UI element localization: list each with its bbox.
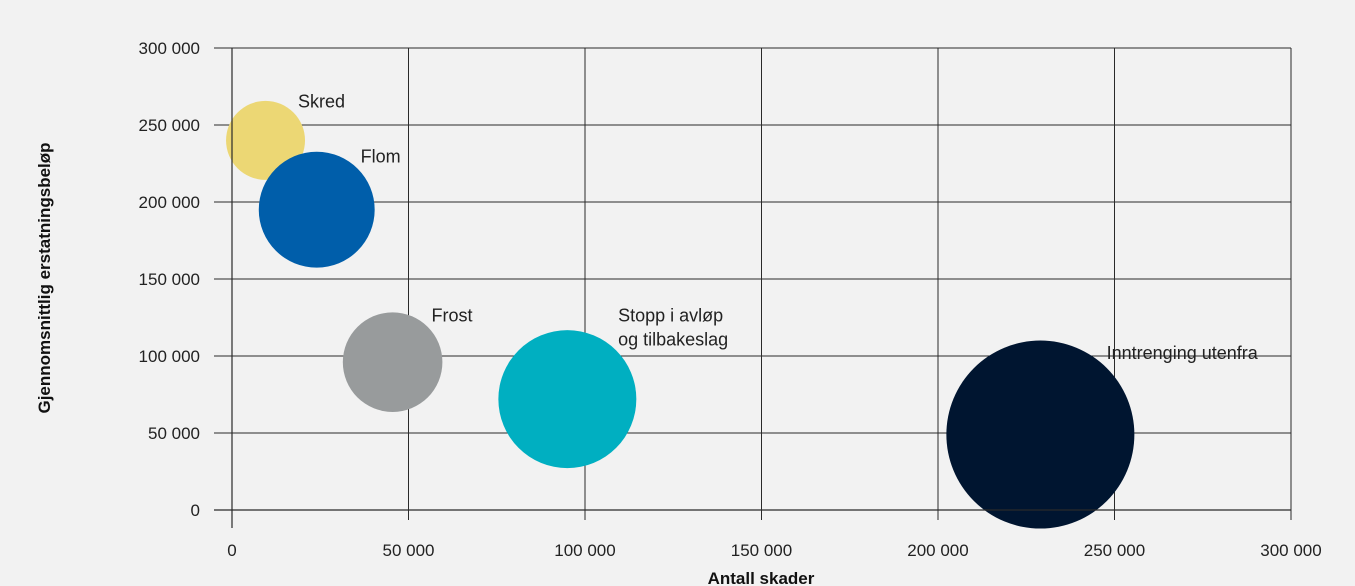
y-tick-label: 250 000 [139,116,200,135]
x-tick-label: 200 000 [907,541,968,560]
x-tick-label: 50 000 [383,541,435,560]
axes [214,48,1291,528]
bubble [258,151,375,268]
bubble-label: Stopp i avløp og tilbakeslag [618,305,728,349]
bubble [342,312,443,412]
bubble [226,100,306,180]
bubble-label: Skred [298,92,345,112]
y-tick-labels: 0 50 000 100 000 150 000 200 000 250 000 300 0… [139,39,200,520]
x-tick-label: 300 000 [1260,541,1321,560]
bubble-label: Frost [431,305,472,325]
y-axis-title: Gjennomsnittlig erstatningsbeløp [35,142,54,413]
y-tick-label: 300 000 [139,39,200,58]
bubble-label: Inntrenging utenfra [1107,343,1259,363]
bubble [498,330,637,469]
x-tick-label: 250 000 [1084,541,1145,560]
x-tick-label: 150 000 [731,541,792,560]
bubble-labels: Skred Flom Frost Stopp i avløp og tilbakesla… [298,92,1259,364]
y-tick-label: 50 000 [148,424,200,443]
x-tick-labels: 0 50 000 100 000 150 000 200 000 250 000 300 0… [227,541,1321,560]
x-tick-label: 0 [227,541,236,560]
y-tick-label: 0 [191,501,200,520]
x-axis-title: Antall skader [708,569,815,586]
bubble [946,340,1135,529]
y-tick-label: 200 000 [139,193,200,212]
x-tick-label: 100 000 [554,541,615,560]
bubbles [226,100,1135,529]
y-tick-label: 100 000 [139,347,200,366]
grid-lines [214,47,1292,520]
y-tick-label: 150 000 [139,270,200,289]
bubble-label: Flom [361,146,401,166]
